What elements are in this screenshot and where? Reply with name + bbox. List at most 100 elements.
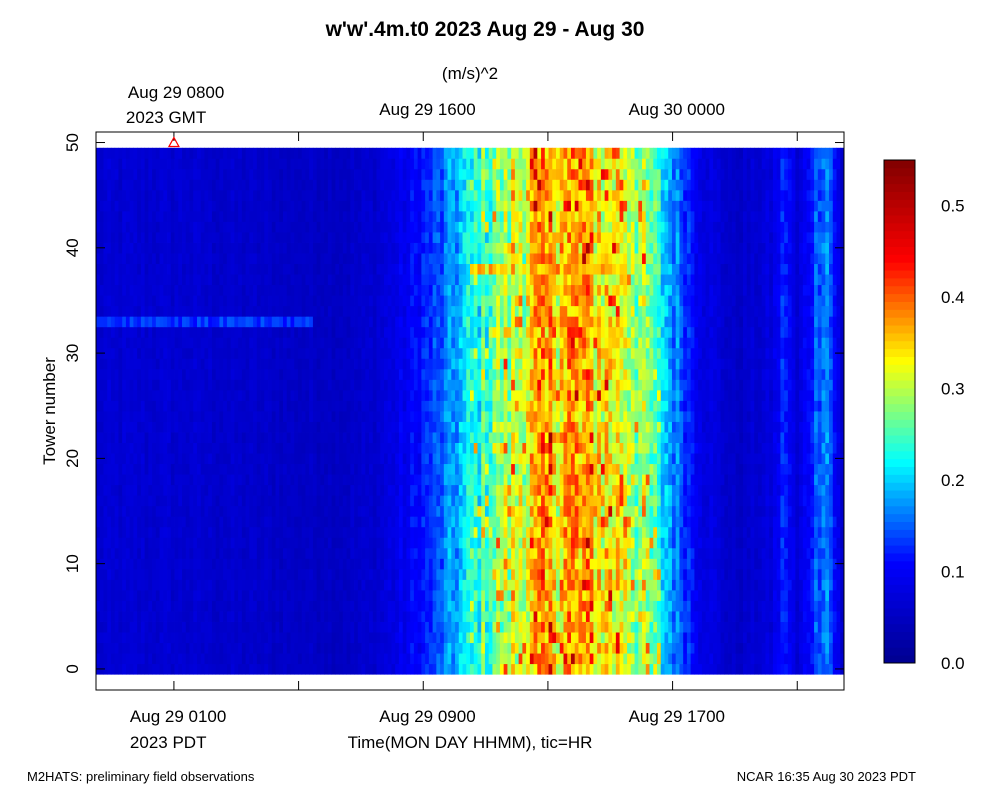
heatmap-cell: [507, 558, 512, 570]
heatmap-cell: [552, 516, 557, 528]
heatmap-cell: [627, 495, 632, 507]
heatmap-cell: [694, 442, 699, 454]
heatmap-cell: [649, 505, 654, 517]
heatmap-cell: [357, 495, 362, 507]
heatmap-cell: [335, 453, 340, 465]
top-tick-sublabel: 2023 GMT: [126, 108, 206, 127]
heatmap-cell: [339, 663, 344, 675]
heatmap-cell: [196, 642, 202, 654]
heatmap-cell: [743, 421, 748, 433]
heatmap-cell: [511, 463, 516, 475]
heatmap-cell: [357, 600, 362, 612]
heatmap-cell: [107, 432, 112, 443]
heatmap-cell: [563, 442, 568, 454]
heatmap-cell: [238, 642, 243, 654]
heatmap-cell: [578, 568, 583, 580]
heatmap-cell: [193, 495, 198, 507]
heatmap-cell: [825, 663, 830, 675]
heatmap-cell: [799, 568, 804, 580]
heatmap-cell: [241, 442, 246, 454]
heatmap-cell: [226, 484, 232, 496]
heatmap-cell: [743, 579, 748, 591]
heatmap-cell: [728, 474, 733, 486]
heatmap-cell: [365, 600, 370, 612]
heatmap-cell: [817, 484, 822, 496]
heatmap-cell: [387, 589, 392, 601]
heatmap-cell: [96, 484, 101, 496]
heatmap-cell: [294, 663, 299, 675]
heatmap-cell: [701, 600, 707, 612]
heatmap-cell: [511, 495, 516, 507]
heatmap-cell: [279, 558, 284, 570]
heatmap-cell: [327, 421, 333, 433]
heatmap-cell: [638, 453, 643, 465]
heatmap-cell: [357, 453, 362, 465]
heatmap-cell: [705, 474, 710, 486]
heatmap-cell: [477, 547, 482, 559]
heatmap-cell: [754, 453, 759, 465]
heatmap-cell: [185, 484, 190, 496]
heatmap-cell: [713, 495, 718, 507]
heatmap-cell: [634, 547, 639, 559]
heatmap-cell: [593, 505, 598, 517]
heatmap-cell: [802, 611, 807, 622]
heatmap-cell: [776, 558, 781, 570]
heatmap-cell: [354, 663, 359, 675]
heatmap-cell: [238, 632, 243, 644]
heatmap-cell: [649, 642, 654, 654]
heatmap-cell: [350, 642, 355, 654]
heatmap-cell: [417, 432, 422, 443]
heatmap-cell: [488, 495, 493, 507]
heatmap-cell: [369, 653, 374, 665]
heatmap-cell: [529, 547, 534, 559]
heatmap-cell: [122, 442, 127, 454]
heatmap-cell: [802, 589, 807, 601]
heatmap-cell: [578, 663, 583, 675]
heatmap-cell: [604, 558, 609, 570]
heatmap-cell: [735, 421, 740, 433]
heatmap-cell: [660, 642, 665, 654]
heatmap-cell: [425, 611, 430, 622]
heatmap-cell: [638, 611, 643, 622]
heatmap-cell: [137, 642, 142, 654]
heatmap-cell: [795, 653, 800, 665]
heatmap-cell: [144, 505, 149, 517]
heatmap-cell: [810, 611, 815, 622]
heatmap-cell: [122, 537, 127, 549]
heatmap-cell: [402, 621, 407, 633]
heatmap-cell: [391, 484, 396, 496]
heatmap-cell: [238, 621, 243, 633]
heatmap-cell: [559, 600, 564, 612]
heatmap-cell: [634, 642, 639, 654]
heatmap-cell: [118, 442, 123, 454]
heatmap-cell: [234, 579, 239, 591]
heatmap-cell: [350, 537, 355, 549]
heatmap-cell: [413, 526, 419, 538]
heatmap-cell: [556, 621, 561, 633]
heatmap-cell: [458, 505, 463, 517]
heatmap-cell: [391, 516, 396, 528]
heatmap-cell: [383, 526, 389, 538]
heatmap-cell: [746, 453, 751, 465]
heatmap-cell: [107, 547, 112, 559]
heatmap-cell: [380, 537, 385, 549]
heatmap-cell: [780, 600, 785, 612]
heatmap-cell: [619, 579, 624, 591]
heatmap-cell: [556, 611, 561, 622]
heatmap-cell: [125, 611, 131, 622]
heatmap-cell: [432, 611, 437, 622]
heatmap-cell: [470, 421, 475, 433]
heatmap-cell: [634, 505, 639, 517]
heatmap-cell: [361, 474, 366, 486]
heatmap-cell: [817, 453, 822, 465]
heatmap-cell: [522, 642, 527, 654]
heatmap-cell: [163, 568, 168, 580]
heatmap-cell: [836, 442, 841, 454]
heatmap-cell: [769, 632, 774, 644]
heatmap-cell: [484, 568, 490, 580]
heatmap-cell: [428, 495, 433, 507]
heatmap-cell: [137, 589, 142, 601]
heatmap-cell: [604, 411, 609, 422]
heatmap-cell: [148, 505, 153, 517]
heatmap-cell: [413, 411, 419, 422]
